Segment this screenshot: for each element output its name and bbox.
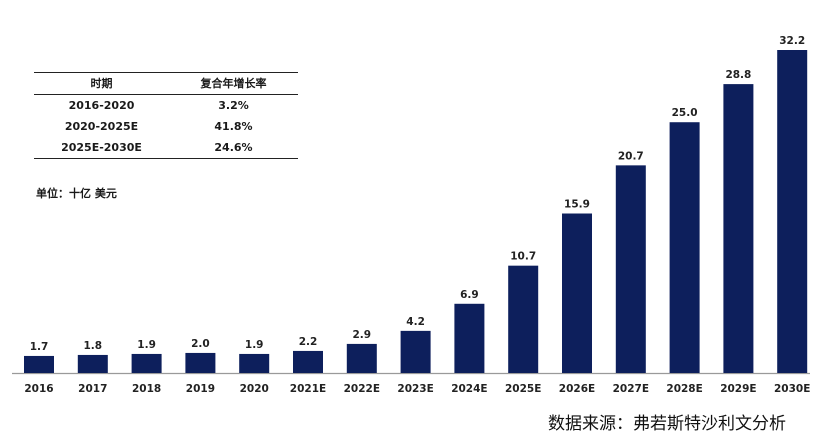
- x-tick-label: 2024E: [451, 383, 487, 395]
- bar: [669, 122, 700, 373]
- x-tick-label: 2025E: [505, 383, 541, 395]
- data-label: 1.8: [83, 340, 102, 352]
- x-tick-label: 2027E: [613, 383, 649, 395]
- data-label: 2.0: [191, 338, 210, 350]
- bar: [562, 213, 592, 373]
- data-label: 15.9: [564, 199, 590, 211]
- bar: [400, 330, 431, 373]
- data-label: 1.9: [245, 339, 264, 351]
- unit-label: 单位：十亿 美元: [36, 187, 117, 200]
- data-label: 2.2: [299, 336, 318, 348]
- data-label: 4.2: [406, 316, 425, 328]
- bar: [24, 355, 54, 373]
- x-tick-label: 2021E: [290, 383, 326, 395]
- x-tick-label: 2017: [78, 383, 107, 395]
- x-tick-label: 2020: [240, 383, 269, 395]
- cagr-rate: 24.6%: [169, 137, 298, 159]
- x-tick-label: 2019: [186, 383, 215, 395]
- x-tick-label: 2022E: [344, 383, 380, 395]
- x-tick-label: 2028E: [666, 383, 702, 395]
- cagr-row: 2020-2025E 41.8%: [34, 116, 298, 137]
- bar: [615, 165, 646, 373]
- source-note: 数据来源：弗若斯特沙利文分析: [548, 414, 786, 434]
- bar: [239, 353, 270, 373]
- x-tick-label: 2023E: [397, 383, 433, 395]
- data-label: 28.8: [725, 69, 751, 81]
- x-tick-label: 2029E: [720, 383, 756, 395]
- cagr-header-rate: 复合年增长率: [169, 72, 298, 95]
- x-tick-label: 2018: [132, 383, 161, 395]
- data-label: 1.7: [30, 341, 49, 353]
- cagr-period: 2025E-2030E: [34, 137, 169, 159]
- cagr-header-period: 时期: [34, 72, 169, 95]
- data-label: 6.9: [460, 289, 479, 301]
- cagr-table: 时期 复合年增长率 2016-2020 3.2% 2020-2025E 41.8…: [34, 72, 298, 159]
- bar: [346, 343, 377, 373]
- data-label: 25.0: [672, 107, 698, 119]
- cagr-period: 2020-2025E: [64, 120, 139, 133]
- bar: [131, 353, 162, 373]
- bar: [185, 352, 216, 373]
- x-tick-label: 2026E: [559, 383, 595, 395]
- bar: [777, 50, 808, 373]
- cagr-period: 2016-2020: [68, 99, 135, 112]
- x-tick-label: 2016: [24, 383, 53, 395]
- bar: [293, 350, 323, 373]
- cagr-row: 2016-2020 3.2%: [34, 95, 298, 117]
- bar: [77, 354, 108, 373]
- cagr-rate: 3.2%: [218, 99, 249, 112]
- cagr-row: 2025E-2030E 24.6%: [34, 137, 298, 159]
- data-label: 32.2: [779, 35, 805, 47]
- data-label: 10.7: [510, 251, 536, 263]
- cagr-rate: 41.8%: [214, 120, 253, 133]
- data-label: 2.9: [352, 329, 371, 341]
- bar: [508, 265, 539, 373]
- bar: [454, 303, 485, 373]
- data-label: 1.9: [137, 339, 156, 351]
- data-label: 20.7: [618, 150, 644, 162]
- x-tick-label: 2030E: [774, 383, 810, 395]
- bar: [723, 84, 754, 373]
